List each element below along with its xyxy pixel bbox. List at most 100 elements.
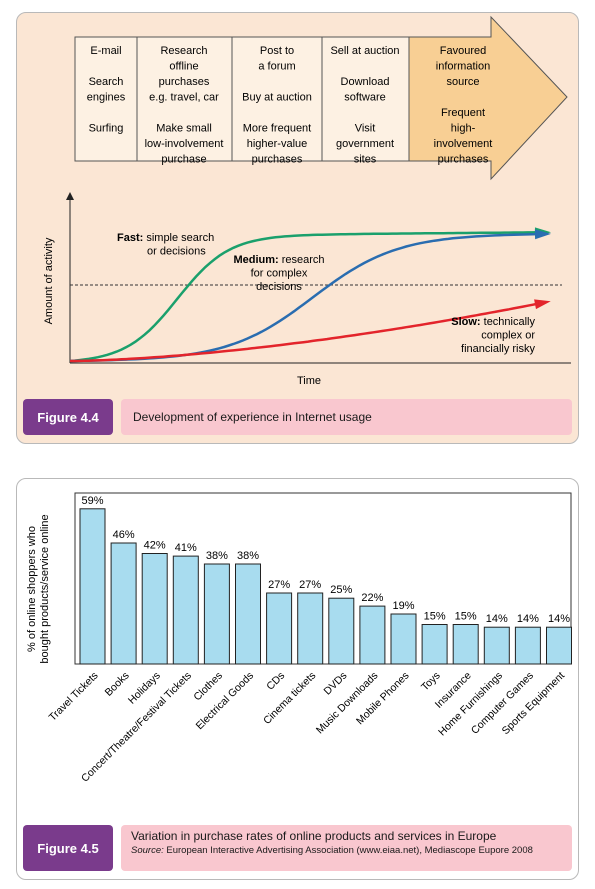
bar-value-label-7: 27% <box>268 579 290 591</box>
figure-4-5-panel: % of online shoppers who bought products/… <box>16 478 579 880</box>
bar-value-label-2: 46% <box>113 529 135 541</box>
series-label-slow-text-2: complex or <box>481 330 535 342</box>
source-label: Source: <box>131 845 164 856</box>
bar-15 <box>514 626 541 665</box>
stage-3-line-2: a forum <box>258 61 295 73</box>
stage-3-line-1: Post to <box>260 45 294 57</box>
stage-5-line-2: information <box>436 61 490 73</box>
stage-5-line-5: Frequent <box>441 107 485 119</box>
stage-2-line-1: Research <box>160 45 207 57</box>
bar-value-label-6: 38% <box>237 550 259 562</box>
series-line-fast <box>69 231 538 363</box>
stage-4-line-7: government <box>336 138 394 150</box>
figure-4-5-label: Figure 4.5 <box>23 825 113 871</box>
figure-4-5-caption-source: Source: European Interactive Advertising… <box>131 845 562 857</box>
figure-4-5-caption-title: Variation in purchase rates of online pr… <box>131 829 497 843</box>
series-label-slow-bold: Slow: <box>451 316 480 328</box>
bar-2 <box>110 542 137 665</box>
bar-7 <box>266 592 293 665</box>
bar-category-label-9: DVDs <box>322 670 350 698</box>
stage-4-line-1: Sell at auction <box>330 45 399 57</box>
stage-3-line-4: Buy at auction <box>242 92 312 104</box>
series-label-fast: Fast: simple search <box>117 232 214 244</box>
bar-value-label-16: 14% <box>548 613 570 625</box>
stage-5-line-1: Favoured <box>440 45 486 57</box>
bar-value-labels: 59% 46% 42% 41% 38% 38% 27% 27% 25% 22% 19% 15% 15% 1… <box>81 495 570 625</box>
stage-5-line-7: involvement <box>434 138 493 150</box>
series-label-medium-text-3: decisions <box>256 281 302 293</box>
bar-value-label-9: 25% <box>330 584 352 596</box>
series-label-medium-bold: Medium: <box>233 254 278 266</box>
figure-4-5-caption: Variation in purchase rates of online pr… <box>121 825 572 871</box>
stage-1-line-6: Surfing <box>89 123 124 135</box>
figure-4-5-bar-chart: % of online shoppers who bought products/… <box>26 492 572 785</box>
bar-11 <box>390 613 417 665</box>
bar-chart-y-label: % of online shoppers who bought products/… <box>26 514 51 663</box>
bar-5 <box>203 563 230 665</box>
series-label-medium-text-1: research <box>279 254 325 266</box>
bar-value-label-8: 27% <box>299 579 321 591</box>
x-axis-label: Time <box>297 375 321 387</box>
stage-2-line-4: e.g. travel, car <box>149 92 219 104</box>
series-arrowhead-slow <box>534 299 551 310</box>
bar-value-label-15: 14% <box>517 613 539 625</box>
figure-4-4-panel: E-mail Search engines Surfing Research offlin… <box>16 12 579 444</box>
bar-13 <box>452 624 479 665</box>
stage-2-line-6: Make small <box>156 123 212 135</box>
bar-value-label-11: 19% <box>392 600 414 612</box>
bar-y-label-line-2: bought products/service online <box>39 514 51 663</box>
source-text: European Interactive Advertising Associa… <box>166 845 533 856</box>
series-label-slow-text-3: financially risky <box>461 343 535 355</box>
stage-arrow <box>74 15 568 181</box>
bar-category-label-7: CDs <box>264 670 287 693</box>
activity-line-chart: Amount of activity Time Fast: simple sea… <box>43 192 571 387</box>
stage-2-line-2: offline <box>169 61 198 73</box>
y-axis-arrowhead <box>66 192 74 200</box>
bar-9 <box>328 597 355 665</box>
stage-3-line-7: higher-value <box>247 138 308 150</box>
figure-4-4-caption: Development of experience in Internet us… <box>121 399 572 435</box>
series-label-fast-text-1: simple search <box>143 232 214 244</box>
series-labels: Fast: simple search or decisions Medium: r… <box>117 232 535 355</box>
bar-y-label-line-1: % of online shoppers who <box>26 526 38 652</box>
bar-value-label-5: 38% <box>206 550 228 562</box>
bar-category-label-1: Travel Tickets <box>47 670 101 724</box>
series-label-medium-text-2: for complex <box>251 268 308 280</box>
stage-4-line-8: sites <box>354 154 377 166</box>
stage-5-line-6: high- <box>451 123 476 135</box>
bar-category-label-6: Electrical Goods <box>194 670 257 733</box>
bar-8 <box>297 592 324 665</box>
stage-4-line-6: Visit <box>355 123 376 135</box>
bar-6 <box>235 563 261 665</box>
stage-3-line-8: purchases <box>252 154 303 166</box>
series-label-fast-text-2: or decisions <box>147 246 206 258</box>
figure-4-4-label: Figure 4.4 <box>23 399 113 435</box>
bars-group <box>79 508 572 665</box>
series-line-slow <box>70 302 538 363</box>
series-label-slow-text-1: technically <box>481 316 536 328</box>
stage-2-line-7: low-involvement <box>145 138 224 150</box>
bar-value-label-3: 42% <box>144 540 166 552</box>
bar-value-label-14: 14% <box>486 613 508 625</box>
stage-3-line-6: More frequent <box>243 123 311 135</box>
stage-1-line-1: E-mail <box>90 45 121 57</box>
stage-box-white <box>74 36 410 162</box>
series-label-medium: Medium: research <box>233 254 324 266</box>
bar-1 <box>79 508 106 665</box>
series-label-fast-bold: Fast: <box>117 232 143 244</box>
stage-2-line-3: purchases <box>159 76 210 88</box>
bar-category-label-12: Toys <box>419 670 443 694</box>
bar-category-labels: Travel Tickets BooksHolidaysConcert/Theat… <box>47 670 568 785</box>
stage-1-line-4: engines <box>87 92 126 104</box>
bar-16 <box>546 626 572 665</box>
bar-value-label-12: 15% <box>424 611 446 623</box>
stage-1-line-3: Search <box>89 76 124 88</box>
bar-3 <box>141 553 168 665</box>
bar-value-label-4: 41% <box>175 542 197 554</box>
stage-4-line-3: Download <box>341 76 390 88</box>
bar-value-label-10: 22% <box>361 592 383 604</box>
bar-value-label-13: 15% <box>455 611 477 623</box>
stage-2-line-8: purchase <box>161 154 206 166</box>
series-label-slow: Slow: technically <box>451 316 535 328</box>
stage-5-line-3: source <box>446 76 479 88</box>
